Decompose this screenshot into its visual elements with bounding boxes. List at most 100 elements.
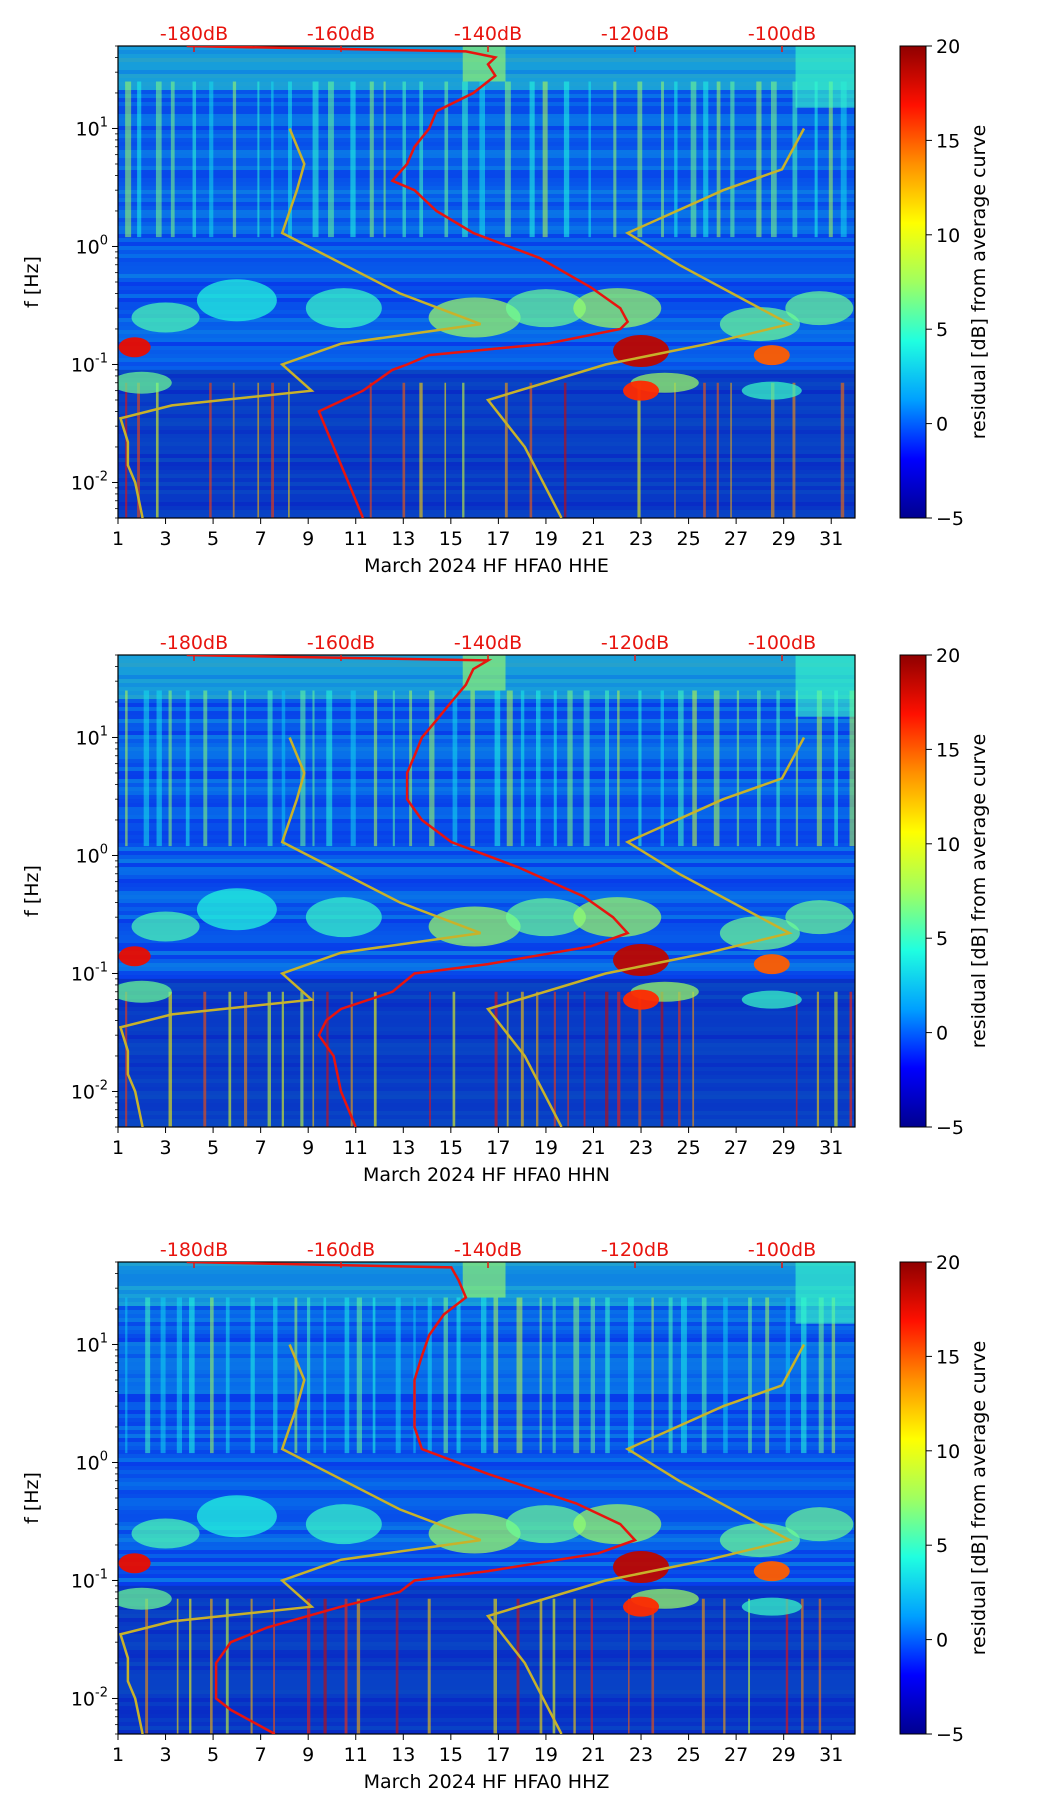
x-tick-label: 3 xyxy=(160,1744,172,1766)
curves xyxy=(118,1262,806,1734)
y-tick-label: 10-2 xyxy=(71,1078,108,1103)
top-db-label: -160dB xyxy=(307,23,375,45)
x-tick-label: 21 xyxy=(581,528,605,550)
colorbar-tick-label: 0 xyxy=(936,1630,948,1652)
x-tick-label: 3 xyxy=(160,1137,172,1159)
x-tick-label: 13 xyxy=(391,1744,415,1766)
x-tick-label: 19 xyxy=(534,1744,558,1766)
x-axis-label: March 2024 HF HFA0 HHN xyxy=(363,1164,610,1186)
x-tick-label: 25 xyxy=(676,1137,700,1159)
x-axis-label: March 2024 HF HFA0 HHZ xyxy=(364,1771,610,1793)
x-tick-label: 31 xyxy=(819,1744,843,1766)
x-tick-label: 1 xyxy=(112,1137,124,1159)
x-tick-label: 11 xyxy=(344,528,368,550)
y-tick-label: 100 xyxy=(76,1449,108,1474)
y-axis-label: f [Hz] xyxy=(21,256,43,308)
colorbar-gradient xyxy=(899,654,927,1128)
heatmap-image xyxy=(118,655,855,1127)
colorbar: 20 15 10 5 0 −5 residual [dB] from average cur… xyxy=(899,1252,990,1746)
colorbar-tick-label: 10 xyxy=(936,225,960,247)
y-tick-label: 101 xyxy=(76,724,108,749)
top-db-label: -100dB xyxy=(748,632,816,654)
y-axis-label: f [Hz] xyxy=(21,865,43,917)
x-tick-label: 9 xyxy=(302,1744,314,1766)
low-noise-model-line xyxy=(118,737,482,1127)
high-noise-model-line xyxy=(485,127,806,518)
colorbar: 20 15 10 5 0 −5 residual [dB] from average cur… xyxy=(899,645,990,1139)
x-tick-label: 15 xyxy=(439,1744,463,1766)
x-tick-label: 9 xyxy=(302,1137,314,1159)
x-tick-label: 19 xyxy=(534,1137,558,1159)
heatmap-image xyxy=(118,1262,855,1734)
colorbar-tick-label: 0 xyxy=(936,414,948,436)
x-tick-label: 31 xyxy=(819,528,843,550)
colorbar-tick-label: 15 xyxy=(936,130,960,152)
x-tick-label: 21 xyxy=(581,1744,605,1766)
y-tick-label: 100 xyxy=(76,842,108,867)
y-tick-label: 10-2 xyxy=(71,1685,108,1710)
top-db-label: -160dB xyxy=(307,1239,375,1261)
average-curve-line xyxy=(186,655,630,1127)
colorbar-gradient xyxy=(899,1261,927,1735)
x-tick-label: 15 xyxy=(439,528,463,550)
y-axis-label: f [Hz] xyxy=(21,1472,43,1524)
top-db-label: -140dB xyxy=(454,632,522,654)
x-tick-label: 7 xyxy=(255,1137,267,1159)
colorbar-tick-label: 20 xyxy=(936,645,960,667)
colorbar-tick-label: 15 xyxy=(936,1346,960,1368)
x-tick-label: 11 xyxy=(344,1744,368,1766)
x-tick-label: 27 xyxy=(724,1744,748,1766)
x-tick-label: 19 xyxy=(534,528,558,550)
x-tick-label: 25 xyxy=(676,528,700,550)
y-tick-label: 10-1 xyxy=(71,1567,108,1592)
top-db-label: -120dB xyxy=(601,632,669,654)
colorbar-tick-label: −5 xyxy=(936,1724,964,1746)
y-tick-label: 100 xyxy=(76,233,108,258)
top-db-label: -100dB xyxy=(748,1239,816,1261)
top-db-label: -120dB xyxy=(601,1239,669,1261)
x-tick-label: 5 xyxy=(207,1137,219,1159)
x-tick-label: 9 xyxy=(302,528,314,550)
x-tick-label: 21 xyxy=(581,1137,605,1159)
colorbar-tick-label: 10 xyxy=(936,1441,960,1463)
x-tick-label: 13 xyxy=(391,1137,415,1159)
high-noise-model-line xyxy=(485,1343,806,1734)
colorbar-tick-label: 5 xyxy=(936,928,948,950)
colorbar-tick-label: 15 xyxy=(936,739,960,761)
heatmap-lowfreq-region xyxy=(118,369,855,518)
low-noise-model-line xyxy=(118,128,482,518)
y-tick-label: 101 xyxy=(76,115,108,140)
low-noise-model-line xyxy=(118,1344,482,1734)
x-tick-label: 7 xyxy=(255,528,267,550)
x-tick-label: 27 xyxy=(724,528,748,550)
colorbar-tick-label: 20 xyxy=(936,1252,960,1274)
colorbar: 20 15 10 5 0 −5 residual [dB] from average cur… xyxy=(899,36,990,530)
y-tick-label: 101 xyxy=(76,1331,108,1356)
colorbar-label: residual [dB] from average curve xyxy=(968,125,990,440)
top-db-label: -140dB xyxy=(454,23,522,45)
heatmap-image xyxy=(118,46,855,518)
colorbar-tick-label: 5 xyxy=(936,1535,948,1557)
x-tick-label: 25 xyxy=(676,1744,700,1766)
x-tick-label: 17 xyxy=(486,1137,510,1159)
x-tick-label: 15 xyxy=(439,1137,463,1159)
curves xyxy=(118,46,806,518)
x-tick-label: 29 xyxy=(772,528,796,550)
x-tick-label: 11 xyxy=(344,1137,368,1159)
colorbar-tick-label: 0 xyxy=(936,1023,948,1045)
x-tick-label: 27 xyxy=(724,1137,748,1159)
average-curve-line xyxy=(186,1262,638,1734)
x-tick-label: 23 xyxy=(629,1137,653,1159)
colorbar-tick-label: 5 xyxy=(936,319,948,341)
colorbar-label: residual [dB] from average curve xyxy=(968,734,990,1049)
colorbar-tick-label: 10 xyxy=(936,834,960,856)
x-tick-label: 29 xyxy=(772,1744,796,1766)
x-tick-label: 7 xyxy=(255,1744,267,1766)
colorbar-tick-label: −5 xyxy=(936,508,964,530)
x-tick-label: 23 xyxy=(629,1744,653,1766)
x-tick-label: 5 xyxy=(207,528,219,550)
top-db-label: -180dB xyxy=(160,1239,228,1261)
high-noise-model-line xyxy=(485,736,806,1127)
